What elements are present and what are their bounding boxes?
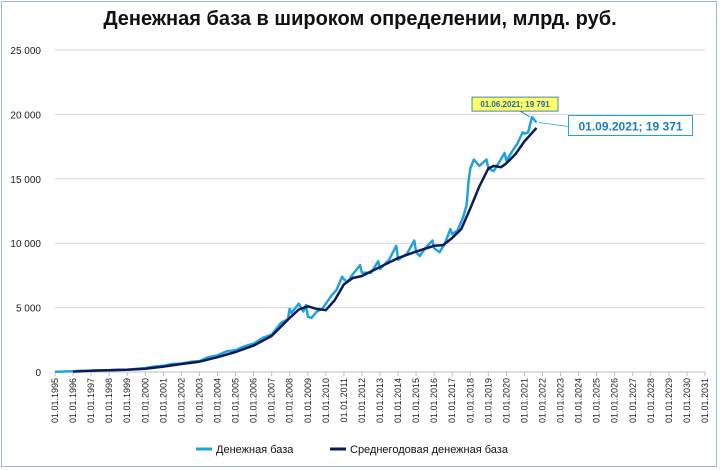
legend-label-average-money-base: Среднегодовая денежная база	[350, 444, 509, 456]
x-tick-label: 01.01.1996	[68, 378, 78, 423]
x-tick-label: 01.01.2016	[429, 378, 439, 423]
x-tick-label: 01.01.2022	[538, 378, 548, 423]
x-tick-label: 01.01.2020	[501, 378, 511, 423]
annotation-box-last	[568, 115, 694, 137]
x-tick-label: 01.01.2009	[303, 378, 313, 423]
y-tick-label: 10 000	[10, 239, 41, 250]
x-tick-label: 01.01.1995	[50, 378, 60, 423]
series-lines	[54, 115, 538, 373]
chart-title: Денежная база в широком определении, млр…	[103, 8, 617, 30]
gridlines	[55, 49, 705, 373]
x-tick-label: 01.01.2024	[574, 378, 584, 423]
y-axis-ticks: 0 5 000 10 000 15 000 20 000 25 000	[10, 46, 41, 379]
x-tick-label: 01.01.2019	[483, 378, 493, 423]
x-tick-label: 01.01.1999	[122, 378, 132, 423]
series-line-average-money-base	[73, 127, 538, 373]
annotation-leader-peak	[519, 110, 531, 118]
annotation-label-last: 01.09.2021; 19 371	[578, 120, 682, 134]
annotation-label-peak: 01.06.2021; 19 791	[480, 100, 550, 109]
annotation-leader-last	[538, 122, 569, 127]
x-tick-label: 01.01.2007	[267, 378, 277, 423]
x-tick-label: 01.01.1998	[104, 378, 114, 423]
x-tick-label: 01.01.2018	[465, 378, 475, 423]
series-line-money-base	[54, 115, 538, 373]
x-tick-label: 01.01.2030	[682, 378, 692, 423]
y-tick-label: 0	[35, 368, 41, 379]
x-tick-label: 01.01.2003	[194, 378, 204, 423]
y-tick-label: 5 000	[16, 304, 41, 315]
x-tick-label: 01.01.2006	[249, 378, 259, 423]
x-tick-label: 01.01.2010	[321, 378, 331, 423]
x-tick-label: 01.01.2014	[393, 378, 403, 423]
x-tick-label: 01.01.2027	[628, 378, 638, 423]
x-tick-label: 01.01.2023	[556, 378, 566, 423]
x-tick-label: 01.01.2031	[700, 378, 710, 423]
annotations: 01.06.2021; 19 791 01.09.2021; 19 371	[471, 96, 694, 137]
x-tick-label: 01.01.2005	[231, 378, 241, 423]
x-tick-label: 01.01.2011	[339, 378, 349, 422]
x-tick-label: 01.01.2002	[176, 378, 186, 423]
y-tick-label: 20 000	[10, 110, 41, 121]
y-tick-label: 15 000	[10, 175, 41, 186]
x-tick-label: 01.01.1997	[86, 378, 96, 423]
y-tick-label: 25 000	[10, 46, 41, 57]
x-tick-label: 01.01.2029	[664, 378, 674, 423]
legend-label-money-base: Денежная база	[216, 444, 294, 456]
x-tick-label: 01.01.2008	[285, 378, 295, 423]
annotation-box-peak	[471, 96, 559, 112]
x-tick-label: 01.01.2021	[519, 378, 529, 423]
x-tick-label: 01.01.2001	[158, 378, 168, 423]
x-tick-label: 01.01.2028	[646, 378, 656, 423]
x-tick-label: 01.01.2013	[375, 378, 385, 423]
x-axis-ticks: 01.01.1995 01.01.1996 01.01.1997 01.01.1998…	[50, 372, 710, 423]
x-tick-label: 01.01.2026	[610, 378, 620, 423]
x-tick-label: 01.01.2004	[213, 378, 223, 423]
x-tick-label: 01.01.2025	[592, 378, 602, 423]
x-tick-label: 01.01.2000	[140, 378, 150, 423]
legend: Денежная база Среднегодовая денежная база	[196, 444, 509, 456]
x-tick-label: 01.01.2012	[357, 378, 367, 423]
x-tick-label: 01.01.2017	[447, 378, 457, 423]
x-tick-label: 01.01.2015	[411, 378, 421, 423]
